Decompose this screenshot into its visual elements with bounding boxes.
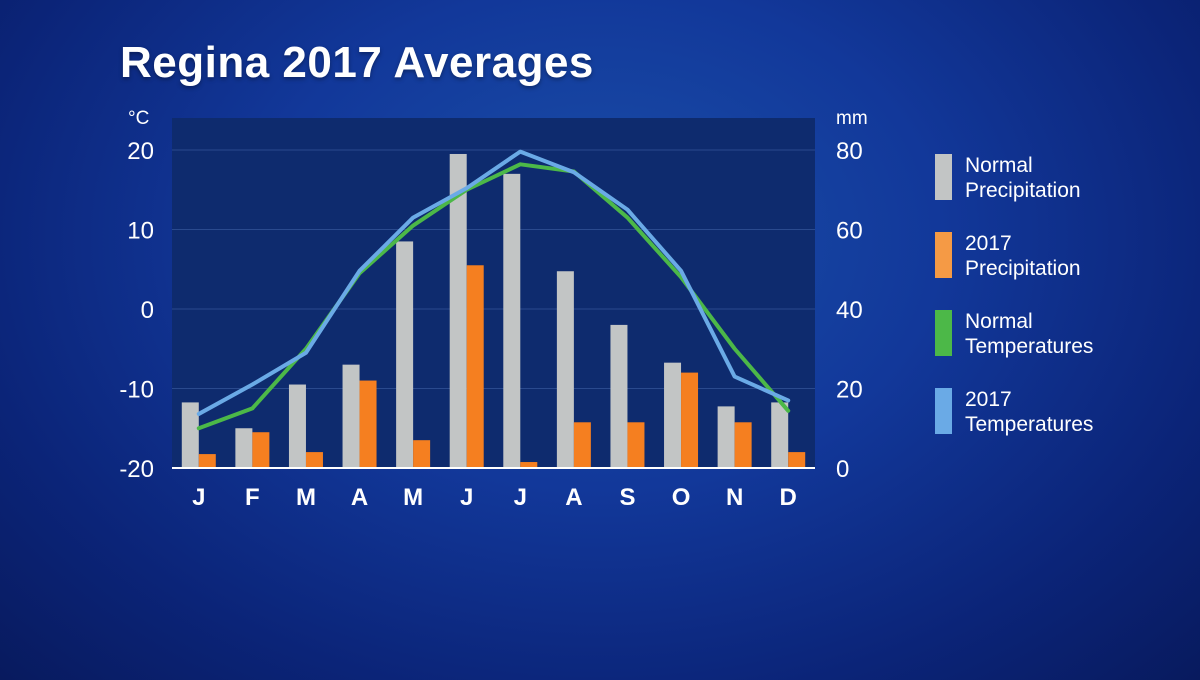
x-axis-tick-label: J bbox=[192, 484, 205, 511]
right-axis-tick-label: 20 bbox=[836, 377, 863, 404]
normal-precip-bar bbox=[235, 428, 253, 468]
chart-title: Regina 2017 Averages bbox=[120, 38, 594, 87]
x-axis-tick-label: S bbox=[619, 484, 635, 511]
precip-2017-bar bbox=[198, 454, 216, 468]
bar-series bbox=[181, 153, 806, 468]
legend-item-normal-temperatures: Normal Temperatures bbox=[935, 306, 1195, 384]
precip-2017-bar bbox=[734, 422, 752, 468]
legend-item-normal-precipitation: Normal Precipitation bbox=[935, 150, 1195, 228]
normal-precip-bar bbox=[342, 364, 360, 468]
legend-swatch bbox=[935, 232, 952, 278]
left-axis-tick-label: 20 bbox=[127, 138, 154, 165]
left-axis: 20 10 0 -10 -20 bbox=[119, 138, 154, 483]
legend-item-2017-precipitation: 2017 Precipitation bbox=[935, 228, 1195, 306]
right-axis: 80 60 40 20 0 bbox=[836, 138, 863, 483]
precip-2017-bar bbox=[573, 422, 591, 468]
left-axis-unit: °C bbox=[128, 108, 149, 129]
precip-2017-bar bbox=[788, 452, 806, 468]
legend-label: Normal Precipitation bbox=[965, 154, 1081, 202]
left-axis-tick-label: 10 bbox=[127, 218, 154, 245]
legend-label: 2017 Precipitation bbox=[965, 232, 1081, 280]
legend-swatch bbox=[935, 310, 952, 356]
normal-precip-bar bbox=[503, 173, 521, 468]
precip-2017-bar bbox=[681, 372, 699, 468]
left-axis-tick-label: 0 bbox=[141, 297, 154, 324]
right-axis-tick-label: 60 bbox=[836, 218, 863, 245]
chart-legend: Normal Precipitation 2017 Precipitation … bbox=[935, 150, 1195, 462]
legend-swatch bbox=[935, 154, 952, 200]
precip-2017-bar bbox=[520, 462, 538, 468]
temperature-2017-line bbox=[196, 149, 791, 416]
legend-label: 2017 Temperatures bbox=[965, 388, 1094, 436]
x-axis-tick-label: D bbox=[780, 484, 797, 511]
x-axis-tick-label: F bbox=[245, 484, 260, 511]
x-axis-tick-label: M bbox=[403, 484, 423, 511]
normal-precip-bar bbox=[717, 406, 735, 468]
precip-2017-bar bbox=[305, 452, 323, 468]
normal-precip-bar bbox=[556, 271, 574, 468]
normal-precip-bar bbox=[449, 153, 467, 468]
normal-precip-bar bbox=[181, 402, 199, 468]
right-axis-unit: mm bbox=[836, 108, 868, 129]
precip-2017-bar bbox=[252, 432, 270, 468]
x-axis-tick-label: M bbox=[296, 484, 316, 511]
legend-item-2017-temperatures: 2017 Temperatures bbox=[935, 384, 1195, 462]
normal-precip-bar bbox=[610, 324, 628, 468]
x-axis-tick-label: J bbox=[514, 484, 527, 511]
gridlines bbox=[172, 149, 815, 389]
precip-2017-bar bbox=[413, 440, 431, 468]
right-axis-tick-label: 40 bbox=[836, 297, 863, 324]
x-axis-tick-label: A bbox=[565, 484, 582, 511]
precip-2017-bar bbox=[627, 422, 645, 468]
normal-precip-bar bbox=[288, 384, 306, 468]
x-axis-tick-label: J bbox=[460, 484, 473, 511]
precip-2017-bar bbox=[359, 380, 377, 468]
left-axis-tick-label: -20 bbox=[119, 456, 154, 483]
x-axis-tick-label: A bbox=[351, 484, 368, 511]
line-series bbox=[196, 149, 791, 431]
x-axis-tick-label: O bbox=[672, 484, 691, 511]
normal-precip-bar bbox=[396, 241, 414, 468]
x-axis-tick-label: N bbox=[726, 484, 743, 511]
normal-precip-bar bbox=[771, 402, 789, 468]
right-axis-tick-label: 0 bbox=[836, 456, 849, 483]
legend-swatch bbox=[935, 388, 952, 434]
normal-precip-bar bbox=[664, 362, 682, 468]
left-axis-tick-label: -10 bbox=[119, 377, 154, 404]
precip-2017-bar bbox=[466, 265, 484, 468]
legend-label: Normal Temperatures bbox=[965, 310, 1094, 358]
right-axis-tick-label: 80 bbox=[836, 138, 863, 165]
